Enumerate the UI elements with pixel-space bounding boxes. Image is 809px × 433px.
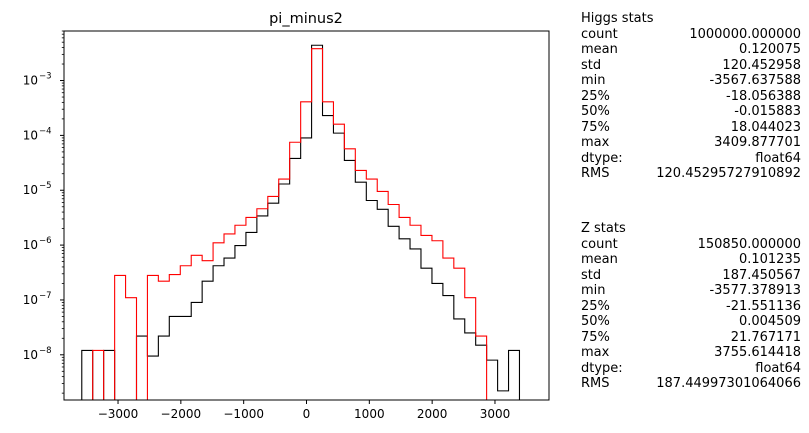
stats-value: 3755.614418 (714, 345, 801, 360)
stats-value: 187.44997301064066 (656, 376, 801, 391)
stats-key: RMS (581, 376, 610, 391)
stats-value: -18.056388 (726, 88, 801, 104)
y-tick-label: 10 (23, 238, 38, 252)
stats-row: RMS 120.45295727910892 (581, 166, 801, 182)
stats-value: 1000000.000000 (689, 26, 801, 42)
y-tick-exponent: −3 (39, 72, 52, 82)
stats-value: 21.767171 (730, 329, 801, 345)
y-tick-exponent: −4 (39, 126, 52, 136)
stats-key: max (581, 345, 610, 360)
x-tick-label: 0 (303, 407, 311, 421)
stats-value: float64 (755, 360, 801, 376)
stats-value: 18.044023 (730, 119, 801, 135)
stats-value: -3577.378913 (709, 283, 801, 298)
stats-row: std 187.450567 (581, 268, 801, 284)
stats-row: min -3567.637588 (581, 73, 801, 89)
stats-key: max (581, 135, 610, 150)
stats-row: 50% 0.004509 (581, 314, 801, 330)
y-tick-label: 10 (23, 74, 38, 88)
stats-key: mean (581, 252, 618, 267)
stats-row: 50% -0.015883 (581, 104, 801, 120)
y-tick-exponent: −6 (39, 236, 52, 246)
stats-key: RMS (581, 166, 610, 181)
stats-value: -21.551136 (726, 298, 801, 314)
x-tick-label: 2000 (417, 407, 448, 421)
stats-key: std (581, 267, 602, 283)
stats-row: 25% -18.056388 (581, 89, 801, 105)
stats-value: -3567.637588 (709, 73, 801, 88)
histogram-series-1 (92, 48, 488, 400)
stats-row: mean 0.101235 (581, 252, 801, 268)
higgs-stats-title: Higgs stats (581, 11, 654, 26)
stats-key: 50% (581, 314, 610, 329)
stats-row: max 3755.614418 (581, 345, 801, 361)
stats-key: count (581, 236, 618, 252)
stats-key: count (581, 26, 618, 42)
x-tick-label: −1000 (223, 407, 264, 421)
y-tick-label: 10 (23, 128, 38, 142)
stats-key: 50% (581, 104, 610, 119)
x-axis: −3000 −2000 −1000 0 1000 2000 3000 (98, 400, 511, 421)
z-stats-panel: Z stats count 150850.000000 mean 0.101235 … (581, 221, 801, 392)
stats-row: count 1000000.000000 (581, 27, 801, 43)
stats-value: 3409.877701 (714, 135, 801, 150)
stats-key: 75% (581, 119, 610, 135)
stats-key: min (581, 73, 606, 88)
stats-key: mean (581, 42, 618, 57)
stats-value: 187.450567 (722, 267, 801, 283)
stats-row: min -3577.378913 (581, 283, 801, 299)
stats-row: std 120.452958 (581, 58, 801, 74)
series-layer (81, 44, 521, 400)
stats-value: -0.015883 (734, 104, 801, 119)
y-tick-label: 10 (23, 348, 38, 362)
stats-key: 75% (581, 329, 610, 345)
y-tick-exponent: −8 (39, 346, 52, 356)
stats-key: dtype: (581, 150, 623, 166)
stats-value: 0.004509 (738, 314, 801, 329)
y-tick-label: 10 (23, 183, 38, 197)
y-tick-exponent: −5 (39, 181, 52, 191)
stats-row: 25% -21.551136 (581, 299, 801, 315)
x-tick-label: −3000 (98, 407, 139, 421)
stats-value: 150850.000000 (697, 236, 801, 252)
chart-title: pi_minus2 (269, 11, 343, 27)
stats-row: RMS 187.44997301064066 (581, 376, 801, 392)
stats-value: 120.45295727910892 (656, 166, 801, 181)
x-tick-label: −2000 (161, 407, 202, 421)
stats-value: 120.452958 (722, 57, 801, 73)
stats-value: 0.101235 (738, 252, 801, 267)
stats-key: min (581, 283, 606, 298)
stats-key: 25% (581, 88, 610, 104)
higgs-stats-panel: Higgs stats count 1000000.000000 mean 0.12… (581, 11, 801, 182)
stats-row: 75% 21.767171 (581, 330, 801, 346)
stats-row: max 3409.877701 (581, 135, 801, 151)
stats-row: 75% 18.044023 (581, 120, 801, 136)
x-tick-label: 3000 (480, 407, 511, 421)
stats-row: dtype: float64 (581, 151, 801, 167)
y-tick-label: 10 (23, 293, 38, 307)
stats-value: 0.120075 (738, 42, 801, 57)
stats-key: std (581, 57, 602, 73)
histogram-chart: pi_minus2 −3000 −2000 −1000 0 1000 2000 3000 1… (23, 11, 550, 421)
x-tick-label: 1000 (354, 407, 385, 421)
stats-key: dtype: (581, 360, 623, 376)
stats-key: 25% (581, 298, 610, 314)
stats-value: float64 (755, 150, 801, 166)
stats-row: mean 0.120075 (581, 42, 801, 58)
stats-row: count 150850.000000 (581, 237, 801, 253)
y-tick-exponent: −7 (39, 291, 52, 301)
y-axis: 10−810−710−610−510−410−3 (23, 30, 64, 394)
stats-row: dtype: float64 (581, 361, 801, 377)
z-stats-title: Z stats (581, 221, 626, 236)
